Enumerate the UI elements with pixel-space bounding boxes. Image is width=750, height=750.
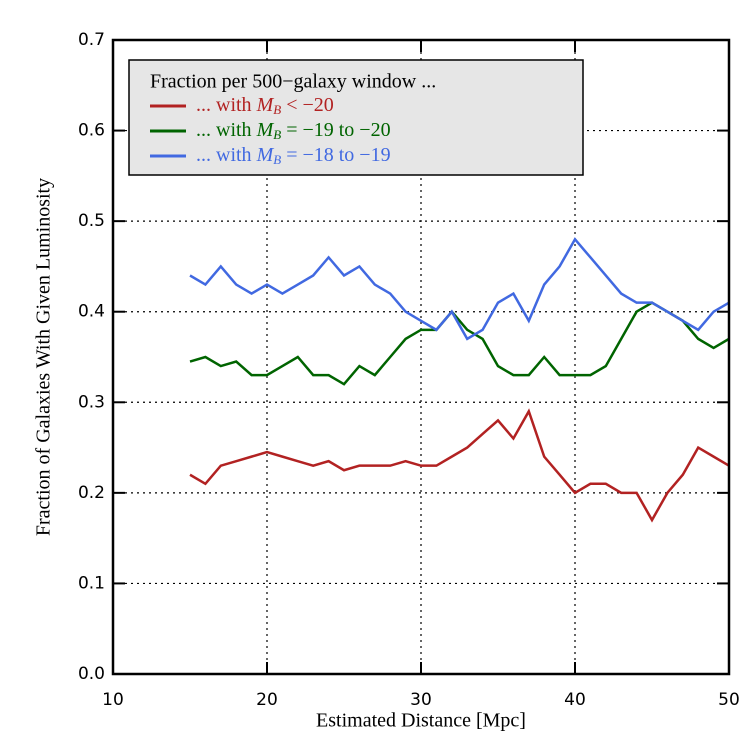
- legend-title: Fraction per 500−galaxy window ...: [150, 71, 436, 93]
- legend-box: [128, 59, 584, 176]
- x-tick-label: 40: [564, 690, 586, 710]
- y-tick-label: 0.0: [78, 664, 105, 684]
- series-line: [189, 408, 730, 523]
- y-tick-label: 0.3: [78, 392, 105, 412]
- y-tick-label: 0.6: [78, 121, 105, 141]
- legend-label: ... with MB = −19 to −20: [196, 119, 391, 142]
- legend-label: ... with MB < −20: [196, 94, 334, 117]
- y-tick-label: 0.5: [78, 211, 105, 231]
- series-line: [189, 301, 730, 386]
- x-tick-label: 10: [102, 690, 124, 710]
- x-tick-label: 30: [410, 690, 432, 710]
- y-axis-label: Fraction of Galaxies With Given Luminosi…: [33, 178, 55, 536]
- x-axis-label: Estimated Distance [Mpc]: [316, 710, 526, 732]
- series-line: [189, 237, 730, 341]
- legend-label: ... with MB = −18 to −19: [196, 144, 391, 167]
- y-tick-label: 0.4: [78, 302, 105, 322]
- x-tick-label: 50: [718, 690, 740, 710]
- y-tick-label: 0.2: [78, 483, 105, 503]
- y-tick-label: 0.7: [78, 30, 105, 50]
- x-tick-label: 20: [256, 690, 278, 710]
- y-tick-label: 0.1: [78, 573, 105, 593]
- plot-frame: [111, 38, 731, 676]
